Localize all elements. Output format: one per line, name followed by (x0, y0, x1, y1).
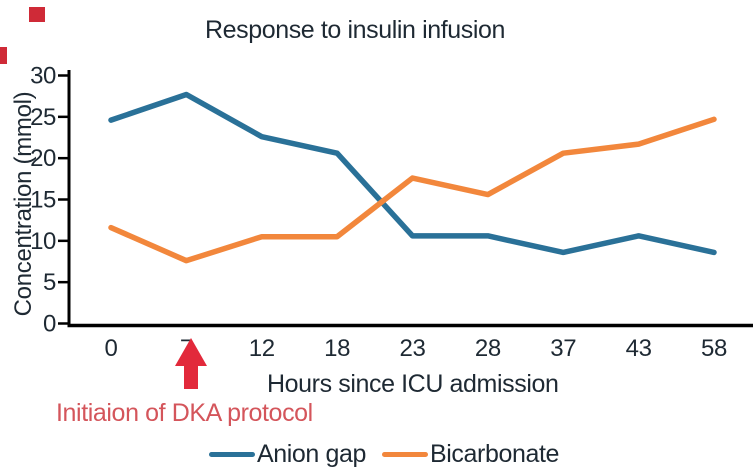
series-line-anion-gap (108, 91, 717, 256)
anion-gap-line-swatch-icon (208, 451, 255, 457)
dka-annotation-text: Initiaion of DKA protocol (56, 399, 313, 427)
y-tick-label: 10 (30, 228, 56, 255)
y-tick-label: 0 (43, 311, 56, 338)
y-tick-label: 25 (30, 104, 56, 131)
chart-title: Response to insulin infusion (204, 16, 506, 44)
x-tick-label: 0 (105, 335, 118, 362)
y-tick-label: 30 (30, 63, 56, 90)
bicarbonate-line-swatch-icon (381, 451, 428, 457)
series-line-bicarbonate (108, 116, 717, 264)
legend-item-anion-gap: Anion gap (208, 439, 366, 469)
x-tick-label: 37 (550, 335, 576, 362)
y-tick-labels: 0 5 10 15 20 25 30 (30, 63, 56, 338)
x-tick-label: 12 (249, 335, 275, 362)
chart-legend: Anion gap Bicarbonate (84, 440, 684, 468)
dka-initiation-arrow-icon (175, 338, 207, 389)
red-edge-bar (0, 47, 7, 64)
y-tick-label: 15 (30, 187, 56, 214)
x-tick-label: 28 (475, 335, 501, 362)
legend-label-bicarbonate: Bicarbonate (429, 439, 560, 468)
legend-item-bicarbonate: Bicarbonate (381, 439, 560, 469)
x-tick-labels: 0712182328374358 (105, 335, 728, 362)
red-corner-square (29, 7, 45, 22)
x-axis-title: Hours since ICU admission (267, 370, 559, 398)
x-tick-label: 18 (324, 335, 350, 362)
y-tick-label: 5 (43, 269, 56, 296)
series-lines (108, 91, 717, 264)
legend-label-anion-gap: Anion gap (256, 439, 366, 468)
x-tick-label: 58 (701, 335, 727, 362)
x-tick-label: 43 (626, 335, 652, 362)
y-tick-marks (58, 74, 69, 325)
x-tick-label: 23 (400, 335, 426, 362)
y-tick-label: 20 (30, 145, 56, 172)
